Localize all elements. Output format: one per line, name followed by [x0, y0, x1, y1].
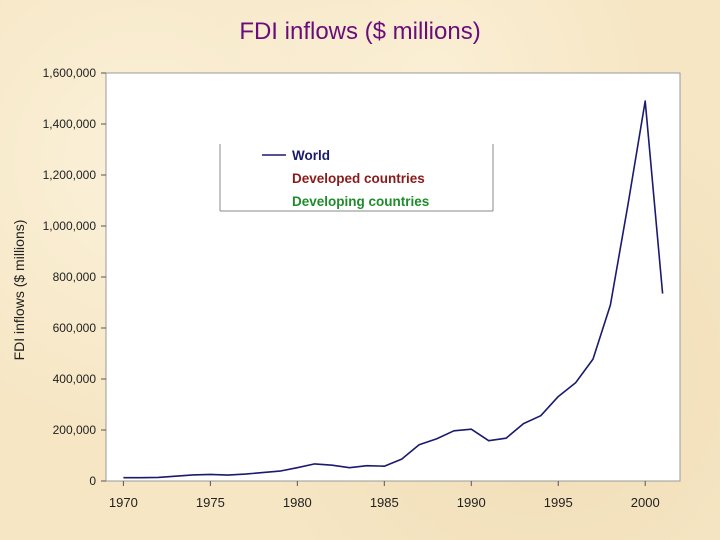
- y-tick-label: 1,000,000: [43, 219, 97, 233]
- page-title: FDI inflows ($ millions): [239, 18, 481, 45]
- y-axis-label: FDI inflows ($ millions): [11, 220, 27, 361]
- y-tick-label: 600,000: [53, 321, 97, 335]
- y-tick-label: 800,000: [53, 270, 97, 284]
- x-tick-label: 1995: [544, 495, 573, 510]
- plot-area: [105, 72, 681, 482]
- y-tick-label: 1,200,000: [43, 168, 97, 182]
- legend-entry-developing-countries: Developing countries: [292, 194, 429, 209]
- y-tick-label: 1,600,000: [43, 66, 97, 80]
- legend-entry-developed-countries: Developed countries: [292, 171, 425, 186]
- x-tick-label: 1980: [283, 495, 312, 510]
- x-tick-label: 1990: [457, 495, 486, 510]
- legend-entry-world: World: [292, 148, 330, 163]
- x-tick-label: 1970: [109, 495, 138, 510]
- x-tick-label: 1975: [196, 495, 225, 510]
- y-tick-label: 200,000: [53, 423, 97, 437]
- y-tick-label: 1,400,000: [43, 117, 97, 131]
- y-tick-label: 0: [89, 474, 96, 488]
- x-tick-label: 2000: [631, 495, 660, 510]
- x-tick-label: 1985: [370, 495, 399, 510]
- y-tick-label: 400,000: [53, 372, 97, 386]
- series-line-world: [123, 100, 664, 479]
